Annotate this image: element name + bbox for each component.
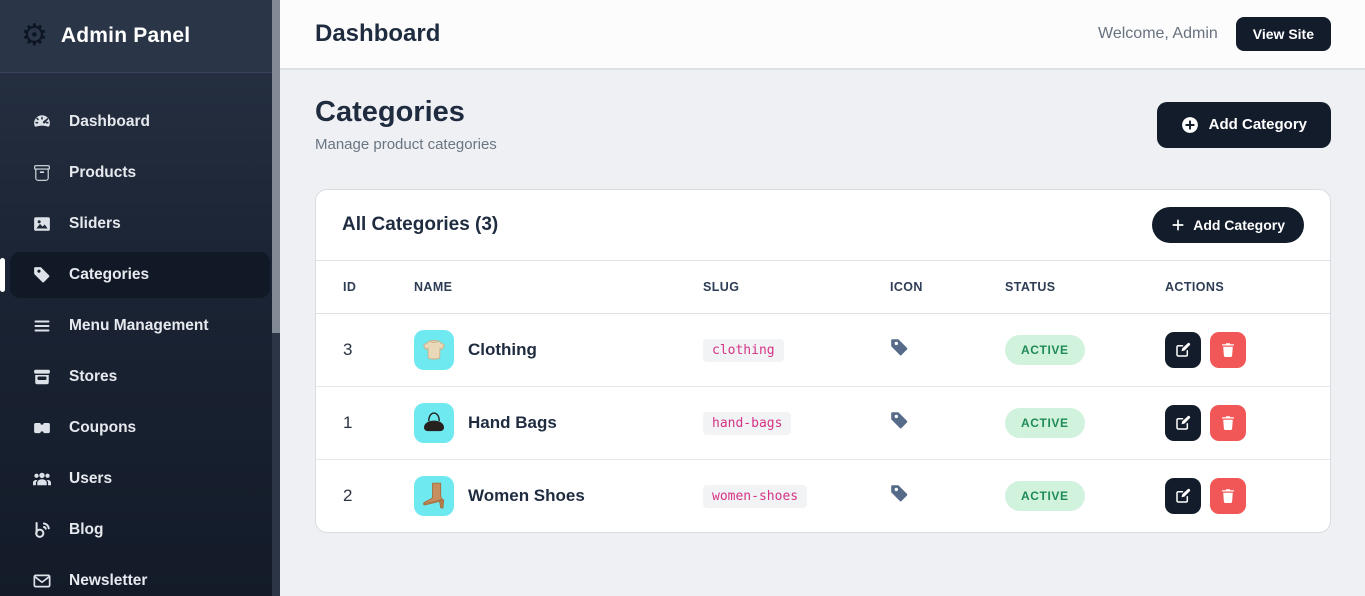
plus-icon (1172, 219, 1184, 231)
gear-icon: ⚙ (21, 18, 48, 53)
tag-icon (890, 485, 909, 507)
slug-badge: hand-bags (703, 411, 792, 435)
sidebar-item-newsletter[interactable]: Newsletter (10, 558, 270, 596)
status-badge: ACTIVE (1005, 408, 1085, 438)
sidebar-item-label: Users (69, 470, 113, 487)
sidebar-item-products[interactable]: Products (10, 150, 270, 196)
sidebar: ⚙ Admin Panel Dashboard Products Sliders… (0, 0, 280, 596)
column-header-icon: ICON (878, 260, 993, 314)
delete-button[interactable] (1210, 478, 1246, 514)
blog-icon (32, 520, 52, 540)
sidebar-scrollbar-thumb[interactable] (272, 0, 280, 333)
delete-button[interactable] (1210, 405, 1246, 441)
topbar-title: Dashboard (315, 20, 441, 47)
sidebar-item-label: Products (69, 164, 137, 181)
table-row: 1 Hand Bags hand-bags ACTIVE (316, 386, 1330, 460)
page-subtitle: Manage product categories (315, 136, 497, 153)
sidebar-header: ⚙ Admin Panel (0, 0, 280, 73)
sidebar-item-stores[interactable]: Stores (10, 354, 270, 400)
sidebar-item-categories[interactable]: Categories (0, 252, 270, 298)
plus-circle-icon (1181, 116, 1198, 133)
edit-pencil-icon (1176, 488, 1191, 503)
status-badge: ACTIVE (1005, 481, 1085, 511)
sidebar-item-label: Stores (69, 368, 118, 385)
welcome-text: Welcome, Admin (1098, 25, 1218, 42)
topbar: Dashboard Welcome, Admin View Site (280, 0, 1365, 70)
speedometer-icon (32, 112, 52, 132)
sidebar-item-label: Blog (69, 521, 104, 538)
card-add-category-label: Add Category (1193, 217, 1285, 233)
status-badge: ACTIVE (1005, 335, 1085, 365)
sidebar-item-label: Newsletter (69, 572, 148, 589)
tag-icon (890, 412, 909, 434)
main-area: Dashboard Welcome, Admin View Site Categ… (280, 0, 1365, 596)
envelope-icon (32, 571, 52, 591)
column-header-id: ID (316, 260, 402, 314)
add-category-label: Add Category (1208, 116, 1307, 133)
ticket-icon (32, 418, 52, 438)
handbag-thumbnail (414, 403, 454, 443)
sidebar-item-coupons[interactable]: Coupons (10, 405, 270, 451)
sidebar-item-dashboard[interactable]: Dashboard (10, 99, 270, 145)
table-row: 2 Women Shoes women-shoes ACTIVE (316, 460, 1330, 533)
sidebar-item-label: Menu Management (69, 317, 209, 334)
trash-icon (1221, 416, 1235, 431)
column-header-name: NAME (402, 260, 691, 314)
card-header: All Categories (3) Add Category (316, 190, 1330, 260)
app-title: Admin Panel (60, 24, 191, 47)
sidebar-item-users[interactable]: Users (10, 456, 270, 502)
page-title: Categories (315, 96, 465, 128)
delete-button[interactable] (1210, 332, 1246, 368)
sidebar-item-blog[interactable]: Blog (10, 507, 270, 553)
categories-table: ID NAME SLUG ICON STATUS ACTIONS 3 Cloth… (316, 260, 1330, 532)
trash-icon (1221, 489, 1235, 504)
sidebar-item-label: Coupons (69, 419, 137, 436)
categories-card: All Categories (3) Add Category ID NAME … (315, 189, 1331, 533)
column-header-actions: ACTIONS (1153, 260, 1330, 314)
sweater-thumbnail (414, 330, 454, 370)
card-add-category-button[interactable]: Add Category (1152, 207, 1304, 243)
edit-button[interactable] (1165, 405, 1201, 441)
edit-button[interactable] (1165, 332, 1201, 368)
sidebar-item-menu-management[interactable]: Menu Management (10, 303, 270, 349)
card-title: All Categories (3) (342, 214, 499, 235)
tag-icon (32, 265, 52, 285)
sidebar-item-label: Sliders (69, 215, 121, 232)
tag-icon (890, 339, 909, 361)
table-header-row: ID NAME SLUG ICON STATUS ACTIONS (316, 260, 1330, 314)
sidebar-item-label: Dashboard (69, 113, 150, 130)
column-header-slug: SLUG (691, 260, 878, 314)
sidebar-item-sliders[interactable]: Sliders (10, 201, 270, 247)
sidebar-scrollbar[interactable] (272, 0, 280, 596)
menu-icon (32, 316, 52, 336)
edit-pencil-icon (1176, 415, 1191, 430)
view-site-label: View Site (1252, 26, 1314, 42)
shop-icon (32, 367, 52, 387)
add-category-button[interactable]: Add Category (1156, 101, 1331, 148)
sidebar-item-label: Categories (69, 266, 150, 283)
trash-icon (1221, 343, 1235, 358)
slug-badge: clothing (703, 338, 784, 362)
edit-pencil-icon (1176, 342, 1191, 357)
sidebar-nav: Dashboard Products Sliders Categories Me… (0, 73, 280, 596)
slug-badge: women-shoes (703, 484, 808, 508)
image-icon (32, 214, 52, 234)
content: Categories Manage product categories Add… (280, 70, 1365, 533)
users-icon (32, 469, 52, 489)
boot-thumbnail (414, 476, 454, 516)
column-header-status: STATUS (993, 260, 1153, 314)
table-row: 3 Clothing clothing ACTIVE (316, 313, 1330, 387)
edit-button[interactable] (1165, 478, 1201, 514)
view-site-button[interactable]: View Site (1235, 17, 1331, 51)
box-icon (32, 163, 52, 183)
